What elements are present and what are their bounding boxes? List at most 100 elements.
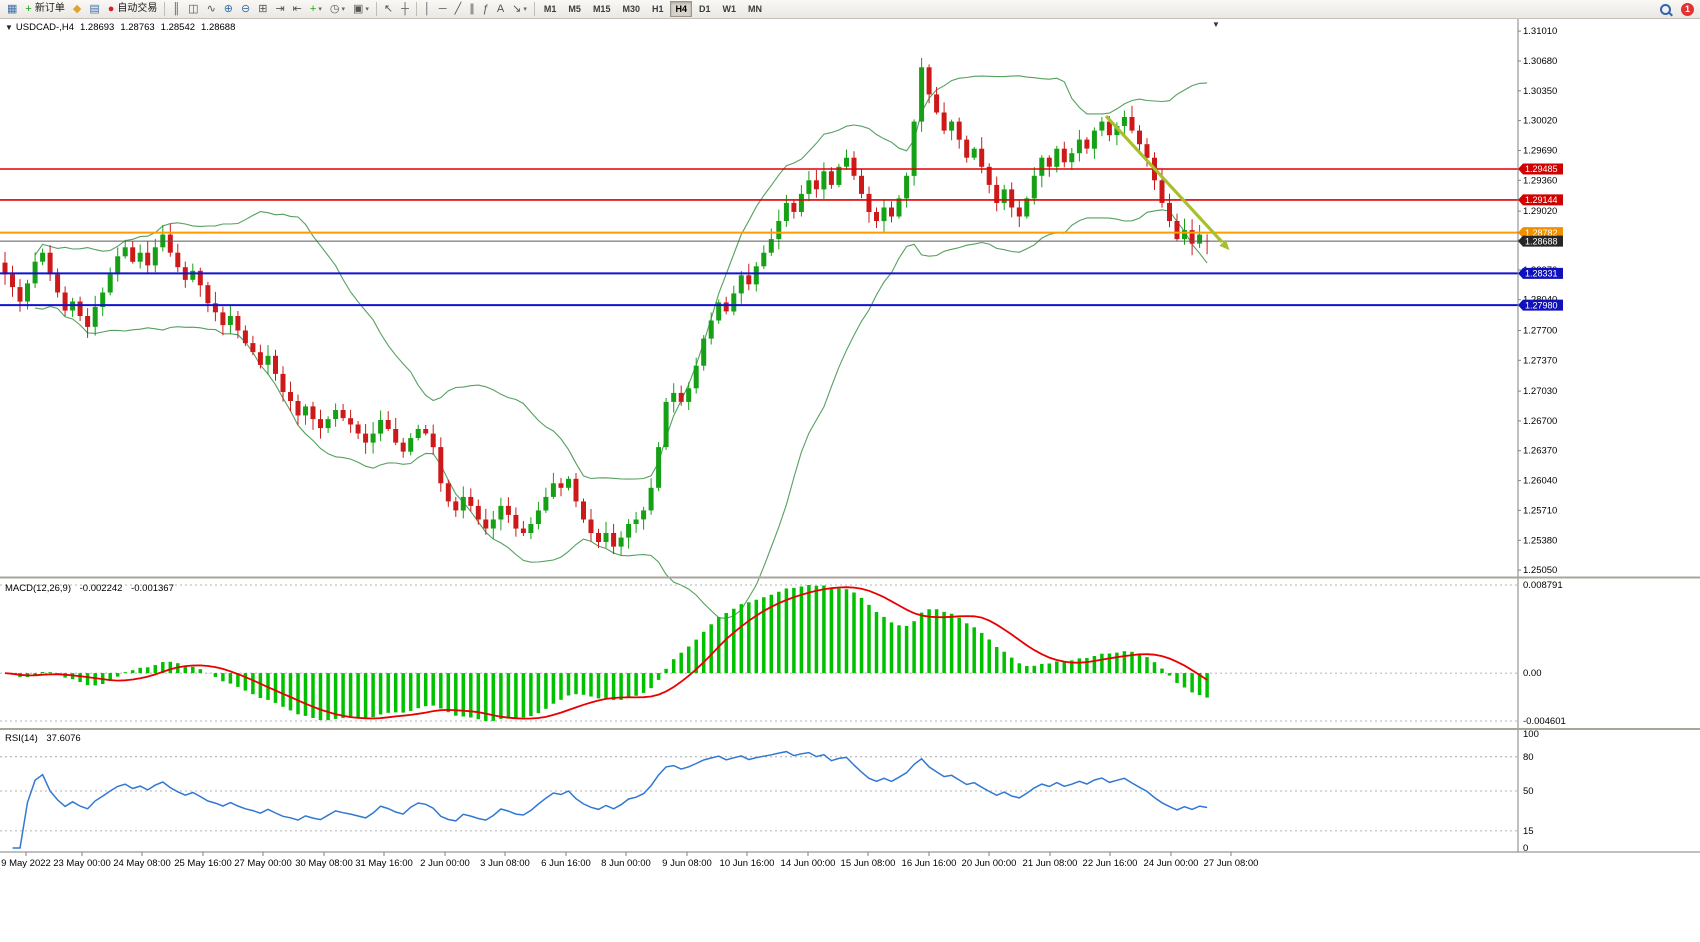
notification-badge[interactable]: 1	[1681, 2, 1694, 16]
new-order-button-label: 新订单	[34, 3, 65, 14]
search-icon[interactable]	[1660, 3, 1671, 15]
vertical-line-button[interactable]: │	[420, 0, 435, 19]
new-chart-button[interactable]: ▦	[3, 0, 21, 19]
time-axis-label: 23 May 00:00	[53, 858, 111, 869]
ohlc-close: 1.28688	[201, 22, 236, 33]
text-button[interactable]: A	[493, 0, 508, 19]
chart-shift-button[interactable]: ⇤	[289, 0, 306, 19]
templates-button[interactable]: ▣ ▾	[349, 0, 373, 19]
macd-signal-line	[4, 586, 1208, 720]
price-scale-label: 1.29020	[1523, 206, 1557, 217]
price-scale-label: 1.26370	[1523, 446, 1557, 457]
zoom-in-button[interactable]: ⊕	[220, 0, 237, 19]
time-axis-label: 9 Jun 08:00	[662, 858, 712, 869]
rsi-scale-label: 0	[1523, 843, 1528, 854]
price-tag: 1.28331	[1518, 267, 1563, 279]
arrow-head-icon	[1219, 239, 1230, 251]
timeframe-d1-button[interactable]: D1	[699, 4, 711, 14]
timeframe-m15-button[interactable]: M15	[592, 4, 611, 14]
auto-scroll-icon: ⇥	[275, 2, 285, 15]
crosshair-button[interactable]: ┼	[397, 0, 413, 19]
cursor-button[interactable]: ↖	[380, 0, 397, 19]
zoom-out-icon: ⊖	[241, 2, 251, 15]
zoom-out-button[interactable]: ⊖	[237, 0, 254, 19]
candlestick-chart-button[interactable]: ◫	[184, 0, 202, 19]
tile-windows-button[interactable]: ⊞	[254, 0, 271, 19]
time-axis-label: 9 May 2022	[1, 858, 51, 869]
fibonacci-button[interactable]: ƒ	[479, 0, 493, 19]
metaeditor-icon: ◆	[72, 2, 82, 15]
auto-trading-button[interactable]: ● 自动交易	[104, 0, 162, 19]
timeframe-m1-button[interactable]: M1	[543, 4, 557, 14]
price-scale-label: 1.30020	[1523, 116, 1557, 127]
auto-trading-button-label: 自动交易	[117, 3, 158, 14]
toolbar-separator	[533, 2, 535, 16]
bars-chart-button[interactable]: ║	[168, 0, 184, 19]
macd-main-value: -0.002242	[79, 583, 123, 594]
periods-button[interactable]: ◷ ▾	[326, 0, 349, 19]
arrows-icon: ↘	[512, 2, 522, 15]
indicators-button[interactable]: + ▾	[306, 0, 326, 19]
text-icon: A	[496, 2, 505, 15]
metaeditor-button[interactable]: ◆	[69, 0, 85, 19]
svg-text:1.27980: 1.27980	[1525, 300, 1558, 310]
templates-icon: ▣	[352, 2, 364, 15]
line-chart-icon: ∿	[206, 2, 216, 15]
timeframe-mn-button[interactable]: MN	[748, 4, 763, 14]
macd-histogram	[10, 585, 1209, 721]
periods-icon: ◷	[329, 2, 340, 15]
vertical-line-icon: │	[423, 2, 431, 15]
auto-scroll-button[interactable]: ⇥	[271, 0, 288, 19]
chart-shift-marker[interactable]: ▼	[1212, 20, 1220, 29]
time-axis-label: 6 Jun 16:00	[541, 858, 591, 869]
cursor-icon: ↖	[383, 2, 394, 15]
profiles-icon: ▤	[89, 2, 100, 15]
toolbar-separator	[375, 2, 377, 16]
macd-indicator-label: MACD(12,26,9) -0.002242 -0.001367	[5, 583, 174, 594]
horizontal-line-icon: ─	[438, 2, 447, 15]
price-scale-label: 1.31010	[1523, 26, 1557, 37]
time-axis[interactable]: 9 May 2022 23 May 00:00 24 May 08:00 25 May…	[1, 852, 1258, 869]
svg-text:1.29485: 1.29485	[1525, 164, 1558, 174]
ohlc-readout: 1.28693 1.28763 1.28542 1.28688	[74, 22, 235, 33]
rsi-indicator-label: RSI(14) 37.6076	[5, 733, 81, 744]
profiles-button[interactable]: ▤	[85, 0, 103, 19]
tile-windows-icon: ⊞	[258, 2, 268, 15]
price-scale-label: 1.27370	[1523, 355, 1557, 366]
trend-arrow-object[interactable]	[1104, 114, 1230, 251]
zoom-in-icon: ⊕	[223, 2, 234, 15]
price-scale-label: 1.25380	[1523, 535, 1557, 546]
chart-shift-icon: ⇤	[292, 2, 302, 15]
price-scale-label: 1.25710	[1523, 505, 1557, 516]
arrows-button[interactable]: ↘ ▾	[508, 0, 531, 19]
timeframe-h4-button[interactable]: H4	[670, 1, 692, 17]
timeframe-m5-button[interactable]: M5	[568, 4, 581, 14]
channel-button[interactable]: ∥	[465, 0, 479, 19]
time-axis-label: 15 Jun 08:00	[841, 858, 896, 869]
time-axis-label: 10 Jun 16:00	[720, 858, 775, 869]
time-axis-label: 24 May 08:00	[113, 858, 171, 869]
new-order-button[interactable]: + 新订单	[21, 0, 68, 19]
time-axis-label: 8 Jun 00:00	[601, 858, 651, 869]
horizontal-line-objects[interactable]	[0, 168, 1518, 307]
symbol-dropdown-icon[interactable]: ▼	[5, 23, 13, 32]
trendline-icon: ╱	[454, 2, 462, 15]
price-scale-label: 1.30680	[1523, 56, 1557, 67]
horizontal-line-button[interactable]: ─	[435, 0, 451, 19]
timeframe-m30-button[interactable]: M30	[622, 4, 640, 14]
bollinger-upper-band	[34, 75, 1208, 480]
timeframe-w1-button[interactable]: W1	[722, 4, 737, 14]
timeframe-h1-button[interactable]: H1	[651, 4, 664, 14]
trendline-button[interactable]: ╱	[451, 0, 466, 19]
time-axis-label: 31 May 16:00	[355, 858, 413, 869]
macd-name: MACD(12,26,9)	[5, 583, 71, 594]
dropdown-caret-icon: ▾	[365, 5, 369, 13]
rsi-value: 37.6076	[46, 733, 81, 744]
bollinger-lower-band	[35, 209, 1208, 619]
price-tag: 1.28782	[1518, 227, 1563, 239]
price-tag: 1.29485	[1518, 163, 1563, 175]
line-chart-button[interactable]: ∿	[203, 0, 220, 19]
new-chart-icon: ▦	[7, 2, 18, 15]
